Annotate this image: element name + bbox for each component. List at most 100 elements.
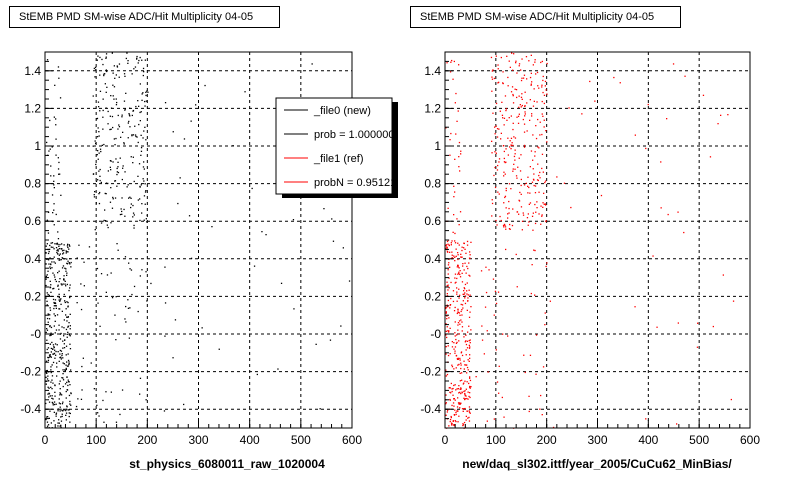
data-point <box>99 325 101 327</box>
data-point <box>132 162 134 164</box>
data-point <box>52 246 54 248</box>
data-point <box>528 203 530 205</box>
data-point <box>510 148 512 150</box>
data-point <box>523 74 526 76</box>
data-point <box>142 166 145 168</box>
data-point <box>46 300 48 302</box>
data-point <box>454 384 456 386</box>
data-point <box>52 212 54 214</box>
data-point <box>45 376 47 378</box>
data-point <box>530 72 532 74</box>
data-point <box>68 322 70 324</box>
data-point <box>105 69 107 71</box>
data-point <box>81 389 83 391</box>
data-point <box>70 369 72 371</box>
data-point <box>60 408 62 410</box>
data-point <box>103 219 105 222</box>
data-point <box>54 320 56 322</box>
data-point <box>66 376 68 378</box>
data-point <box>544 181 546 184</box>
data-point <box>450 415 452 418</box>
data-point <box>110 222 112 224</box>
data-point <box>457 252 459 254</box>
data-point <box>509 146 511 148</box>
data-point <box>469 392 471 394</box>
data-point <box>486 330 488 332</box>
data-point <box>503 223 506 226</box>
data-point <box>505 248 507 251</box>
data-point <box>536 71 539 74</box>
data-point <box>51 341 53 344</box>
data-point <box>507 85 509 87</box>
data-point <box>133 180 135 183</box>
data-point <box>132 216 134 218</box>
data-point <box>448 317 450 319</box>
data-point <box>66 301 68 303</box>
data-point <box>62 373 64 375</box>
data-point <box>100 273 103 275</box>
data-point <box>59 253 61 255</box>
data-point <box>455 255 457 257</box>
data-point <box>459 407 461 409</box>
data-point <box>47 359 50 361</box>
data-point <box>461 330 463 332</box>
data-point <box>469 342 471 344</box>
data-point <box>138 105 140 107</box>
data-point <box>470 329 472 331</box>
data-point <box>65 270 67 272</box>
data-point <box>106 86 108 88</box>
data-point <box>49 325 51 327</box>
data-point <box>541 86 543 88</box>
data-point <box>509 223 511 226</box>
data-point <box>57 231 59 233</box>
data-point <box>60 424 62 426</box>
data-point <box>460 388 462 390</box>
data-point <box>142 137 144 139</box>
data-point <box>451 424 453 426</box>
data-point <box>94 191 96 193</box>
data-point <box>127 122 129 124</box>
data-point <box>50 326 53 329</box>
data-point <box>145 94 147 97</box>
data-point <box>119 413 121 416</box>
data-point <box>53 175 55 177</box>
data-point <box>446 251 449 253</box>
data-point <box>485 266 487 268</box>
data-point <box>117 128 119 130</box>
x-tick-label: 600 <box>740 433 760 447</box>
data-point <box>62 340 64 342</box>
data-point <box>509 66 511 68</box>
data-point <box>508 60 510 62</box>
data-point <box>529 192 531 194</box>
data-point <box>509 228 511 230</box>
data-point <box>534 192 537 194</box>
data-point <box>105 291 107 293</box>
data-point <box>540 61 542 64</box>
data-point <box>51 395 53 397</box>
data-point <box>114 314 116 316</box>
data-point <box>453 384 455 387</box>
data-point <box>57 422 59 424</box>
data-point <box>66 389 68 391</box>
data-point <box>76 257 78 259</box>
data-point <box>546 62 548 65</box>
data-point <box>446 326 448 328</box>
data-point <box>45 252 47 254</box>
data-point <box>452 300 455 303</box>
data-point <box>102 98 104 100</box>
data-point <box>112 196 114 199</box>
data-point <box>109 201 112 203</box>
data-point <box>103 143 105 146</box>
data-point <box>125 321 127 323</box>
data-point <box>455 338 457 341</box>
data-point <box>535 211 537 213</box>
data-point <box>66 316 68 318</box>
data-point <box>55 403 57 405</box>
data-point <box>128 113 130 115</box>
data-point <box>113 86 116 88</box>
data-point <box>445 312 447 314</box>
data-point <box>543 126 545 128</box>
data-point <box>520 79 523 82</box>
y-tick-label: 0.2 <box>24 289 41 303</box>
data-point <box>464 288 466 290</box>
